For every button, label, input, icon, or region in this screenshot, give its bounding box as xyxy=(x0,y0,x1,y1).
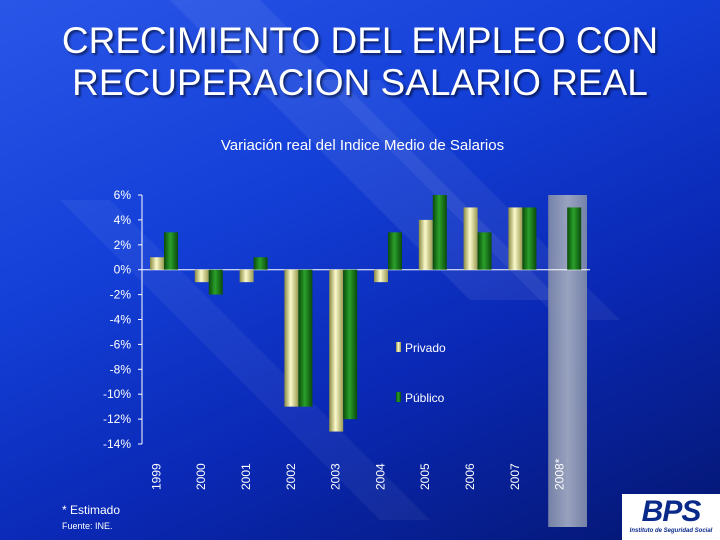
footnote: * Estimado xyxy=(62,503,121,517)
x-tick-label: 2003 xyxy=(329,463,343,490)
bar-privado-2000 xyxy=(194,269,209,283)
bar-publico-2002 xyxy=(298,269,313,407)
bar-publico-1999 xyxy=(164,232,178,270)
x-tick-label: 2000 xyxy=(194,463,208,490)
y-tick-label: -8% xyxy=(110,362,132,376)
legend-swatch-publico xyxy=(396,392,401,402)
bar-publico-2001 xyxy=(253,257,268,270)
slide-title-line-1: CRECIMIENTO DEL EMPLEO CON xyxy=(61,20,659,61)
x-tick-label: 2001 xyxy=(239,463,253,490)
x-tick-label: 2008* xyxy=(553,458,567,490)
y-tick-label: 4% xyxy=(114,213,132,227)
bar-publico-2005 xyxy=(432,195,447,270)
bar-privado-2006 xyxy=(463,207,478,270)
y-tick-label: -4% xyxy=(110,313,132,327)
x-tick-label: 2006 xyxy=(463,463,477,490)
bar-publico-2008* xyxy=(567,207,582,270)
bar-publico-2006 xyxy=(477,232,492,270)
bar-publico-2007 xyxy=(522,207,537,270)
logo-text: BPS xyxy=(641,495,702,528)
legend-swatch-privado xyxy=(396,342,401,352)
y-tick-label: 6% xyxy=(114,188,132,202)
bar-privado-2002 xyxy=(284,269,299,407)
legend-label-privado: Privado xyxy=(405,341,446,355)
bar-publico-2000 xyxy=(208,269,223,295)
legend-label-publico: Público xyxy=(405,391,445,405)
x-tick-label: 2007 xyxy=(508,463,522,490)
y-tick-label: -14% xyxy=(103,437,131,451)
y-tick-label: -10% xyxy=(103,387,131,401)
logo-subtitle: Instituto de Seguridad Social xyxy=(629,528,713,534)
bar-privado-2007 xyxy=(508,207,523,270)
y-tick-label: -6% xyxy=(110,337,132,351)
y-tick-label: 0% xyxy=(114,263,132,277)
bar-publico-2003 xyxy=(343,269,358,420)
source-note: Fuente: INE. xyxy=(62,521,113,531)
x-tick-label: 2005 xyxy=(418,463,432,490)
y-tick-label: -2% xyxy=(110,288,132,302)
bar-publico-2004 xyxy=(388,232,402,270)
bar-privado-2003 xyxy=(329,269,344,432)
y-tick-label: -12% xyxy=(103,412,131,426)
x-tick-label: 2004 xyxy=(373,463,387,490)
bar-privado-2001 xyxy=(239,269,254,283)
slide-title-line-2: RECUPERACION SALARIO REAL xyxy=(72,62,648,103)
bar-privado-1999 xyxy=(150,257,164,270)
y-tick-label: 2% xyxy=(114,238,132,252)
x-tick-label: 1999 xyxy=(149,463,163,490)
bar-privado-2004 xyxy=(374,269,388,283)
bar-privado-2005 xyxy=(418,219,433,270)
x-tick-label: 2002 xyxy=(284,463,298,490)
chart-title: Variación real del Indice Medio de Salar… xyxy=(220,137,505,154)
bps-logo: BPS Instituto de Seguridad Social xyxy=(622,494,720,540)
slide-title: CRECIMIENTO DEL EMPLEO CON RECUPERACION … xyxy=(0,20,720,104)
